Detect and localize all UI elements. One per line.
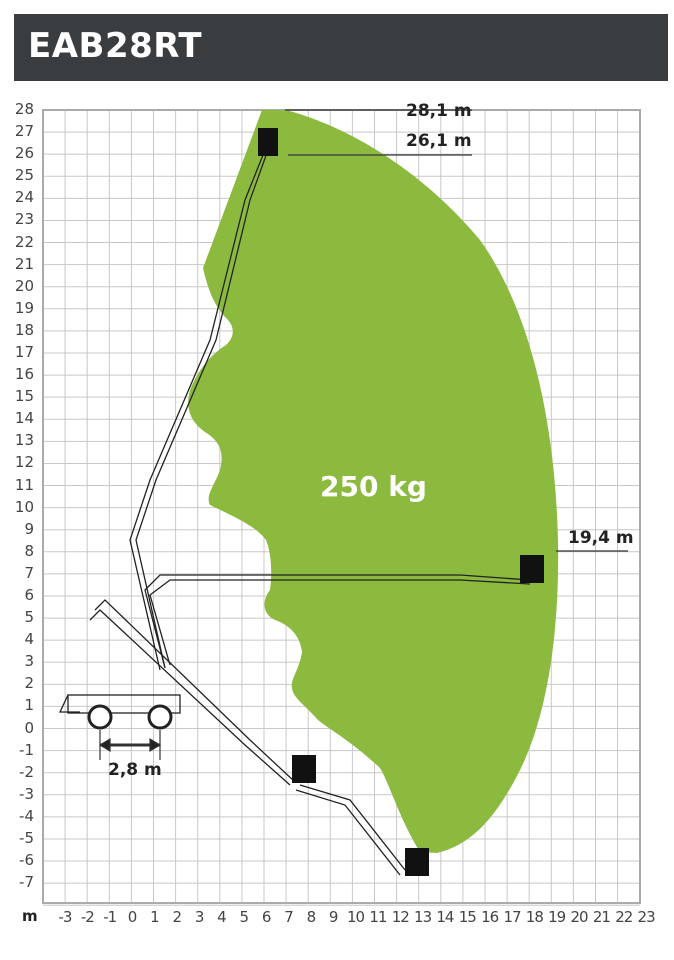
- y-tick-label: -4: [19, 806, 34, 825]
- y-tick-label: 6: [24, 585, 34, 604]
- model-title: EAB28RT: [28, 26, 203, 66]
- y-tick-label: 25: [14, 166, 34, 185]
- max-working-height-label: 26,1 m: [406, 131, 472, 151]
- y-tick-label: 5: [24, 608, 34, 627]
- y-tick-label: 24: [14, 188, 34, 207]
- boom-horizontal: [144, 574, 531, 669]
- boom-machine: [58, 149, 531, 876]
- header-bar: EAB28RT: [14, 14, 668, 81]
- boom-horizontal-edge: [149, 579, 531, 666]
- x-tick-label: 19: [548, 908, 566, 926]
- y-tick-label: 22: [14, 232, 34, 251]
- y-tick-label: -5: [19, 828, 34, 847]
- y-tick-label: 13: [14, 431, 34, 450]
- x-tick-label: -3: [58, 908, 73, 926]
- y-tick-label: -2: [19, 762, 34, 781]
- y-tick-label: 21: [14, 254, 34, 273]
- x-tick-label: 21: [592, 908, 611, 926]
- y-tick-label: 11: [14, 475, 34, 494]
- y-tick-label: 8: [24, 541, 34, 560]
- axis-unit: m: [22, 907, 38, 925]
- x-tick-label: 7: [284, 908, 294, 926]
- x-tick-label: 14: [436, 908, 454, 926]
- y-tick-label: 20: [14, 276, 34, 295]
- y-tick-label: 16: [14, 365, 34, 384]
- x-tick-label: 6: [261, 908, 272, 926]
- max-outreach-label: 19,4 m: [568, 528, 634, 548]
- platform-basket-icon: [292, 755, 316, 783]
- x-tick-label: 17: [503, 908, 521, 926]
- y-tick-label: 14: [14, 409, 34, 428]
- x-tick-label: 15: [458, 908, 477, 926]
- capacity-label: 250 kg: [320, 470, 427, 503]
- y-tick-label: -7: [19, 873, 34, 892]
- boom-down-edge: [89, 609, 291, 786]
- y-tick-label: 1: [24, 696, 34, 715]
- y-tick-label: 4: [24, 630, 34, 649]
- x-tick-label: 20: [570, 908, 589, 926]
- x-tick-label: 11: [369, 908, 387, 926]
- x-tick-label: 18: [525, 908, 544, 926]
- x-tick-label: 0: [127, 908, 138, 926]
- x-tick-label: 5: [239, 908, 250, 926]
- y-tick-label: -1: [19, 740, 34, 759]
- y-tick-label: 2: [24, 674, 34, 693]
- boom-down-max-edge: [295, 789, 401, 876]
- boom-vertical: [129, 149, 266, 671]
- x-tick-label: 13: [414, 908, 432, 926]
- boom-vertical-edge: [135, 149, 269, 669]
- track-width-label: 2,8 m: [108, 760, 162, 780]
- x-tick-label: -2: [80, 908, 95, 926]
- y-tick-label: 27: [14, 122, 34, 141]
- y-tick-label: 12: [14, 453, 34, 472]
- x-tick-label: 22: [615, 908, 633, 926]
- wheel-icon: [147, 704, 173, 730]
- y-tick-label: 18: [14, 320, 34, 339]
- x-tick-label: 8: [306, 908, 317, 926]
- x-tick-label: 2: [172, 908, 182, 926]
- y-tick-label: 7: [24, 563, 34, 582]
- y-tick-label: 19: [14, 298, 34, 317]
- y-tick-label: -3: [19, 784, 34, 803]
- chassis: [67, 694, 181, 714]
- y-tick-label: 28: [14, 100, 34, 118]
- x-tick-label: 10: [347, 908, 365, 926]
- chassis-front: [58, 694, 80, 713]
- y-tick-label: 0: [24, 718, 34, 737]
- y-tick-label: 9: [24, 519, 34, 538]
- x-tick-label: 3: [194, 908, 205, 926]
- working-envelope: [188, 110, 559, 853]
- y-tick-label: 26: [14, 144, 34, 163]
- max-platform-height-label: 28,1 m: [406, 101, 472, 121]
- x-tick-label: 23: [637, 908, 656, 926]
- platform-basket-icon: [258, 128, 278, 156]
- y-tick-label: 10: [14, 497, 34, 516]
- platforms: [258, 128, 544, 876]
- wheel-icon: [87, 704, 113, 730]
- x-tick-label: 12: [391, 908, 410, 926]
- y-tick-label: 3: [24, 652, 34, 671]
- x-tick-label: 1: [150, 908, 160, 926]
- boom-down-max: [299, 784, 406, 871]
- platform-basket-icon: [520, 555, 544, 583]
- x-tick-label: 9: [328, 908, 339, 926]
- x-tick-label: 4: [217, 908, 227, 926]
- boom-down: [94, 599, 296, 783]
- dimension-lines: [98, 109, 628, 760]
- y-tick-label: -6: [19, 851, 34, 870]
- y-tick-label: 23: [14, 210, 34, 229]
- x-tick-label: 16: [481, 908, 499, 926]
- y-tick-label: 15: [14, 387, 34, 406]
- arrowhead-icon: [98, 737, 162, 753]
- platform-basket-icon: [405, 848, 429, 876]
- y-tick-label: 17: [14, 342, 34, 361]
- x-tick-label: -1: [103, 908, 117, 926]
